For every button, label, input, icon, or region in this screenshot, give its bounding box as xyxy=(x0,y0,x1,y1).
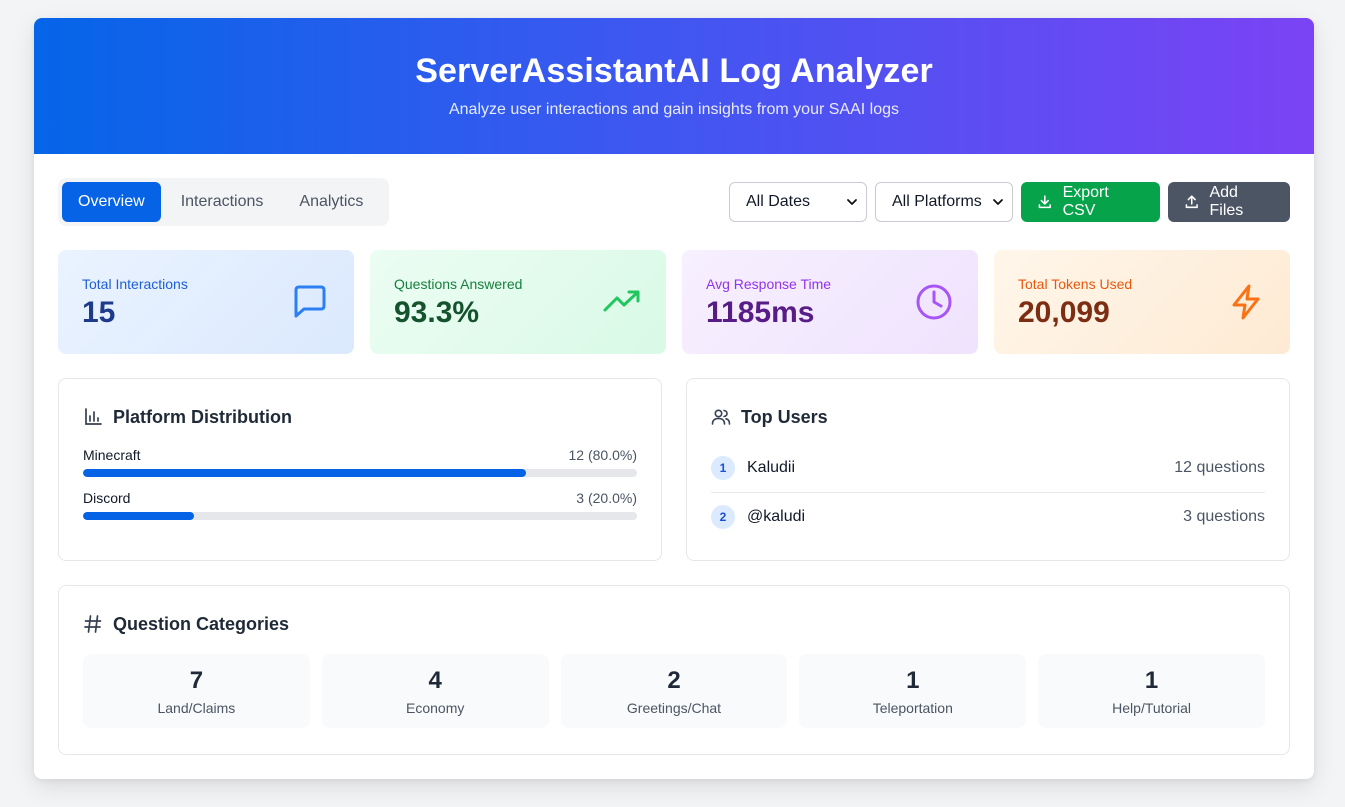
toolbar: Overview Interactions Analytics All Date… xyxy=(58,178,1290,226)
category-count: 1 xyxy=(906,667,920,694)
category-name: Help/Tutorial xyxy=(1112,700,1192,716)
category-card: 7 Land/Claims xyxy=(83,654,310,728)
users-icon xyxy=(711,409,731,425)
message-icon xyxy=(294,285,326,318)
category-card: 1 Teleportation xyxy=(799,654,1027,728)
clock-icon xyxy=(916,284,952,320)
stat-card-total-interactions: Total Interactions 15 xyxy=(58,250,354,354)
tab-analytics[interactable]: Analytics xyxy=(299,193,364,210)
date-filter-value: All Dates xyxy=(746,193,811,210)
bar-chart-icon xyxy=(85,408,102,425)
category-card: 2 Greetings/Chat xyxy=(560,654,788,728)
platform-count: 3 (20.0%) xyxy=(576,490,637,506)
tab-interactions[interactable]: Interactions xyxy=(180,193,264,210)
app-window: ServerAssistantAI Log Analyzer Analyze u… xyxy=(34,18,1314,779)
export-csv-button[interactable]: Export CSV xyxy=(1021,182,1160,222)
platform-distribution-title: Platform Distribution xyxy=(113,406,292,427)
category-name: Economy xyxy=(406,700,465,716)
top-users-panel: Top Users 1 Kaludii 12 questions 2 @kalu… xyxy=(686,378,1290,561)
platform-name: Minecraft xyxy=(83,447,141,463)
platform-distribution-panel: Platform Distribution Minecraft 12 (80.0… xyxy=(58,378,662,561)
list-item: 1 Kaludii 12 questions xyxy=(711,443,1265,492)
progress-bar-fill xyxy=(83,469,527,477)
platform-name: Discord xyxy=(83,490,131,506)
category-count: 2 xyxy=(667,667,681,694)
add-files-label: Add Files xyxy=(1209,184,1244,219)
list-item: 2 @kaludi 3 questions xyxy=(711,492,1265,541)
platform-filter-value: All Platforms xyxy=(892,193,982,210)
stat-card-total-tokens: Total Tokens Used 20,099 xyxy=(994,250,1290,354)
top-users-list: 1 Kaludii 12 questions 2 @kaludi 3 quest… xyxy=(711,443,1265,541)
panel-title: Platform Distribution xyxy=(83,403,637,431)
stat-label: Total Tokens Used xyxy=(1018,276,1133,292)
progress-bar-fill xyxy=(83,512,194,520)
page-title: ServerAssistantAI Log Analyzer xyxy=(415,52,933,90)
stat-value: 20,099 xyxy=(1018,296,1110,329)
distribution-row: Discord 3 (20.0%) xyxy=(83,490,637,520)
header-banner: ServerAssistantAI Log Analyzer Analyze u… xyxy=(34,18,1314,154)
category-name: Land/Claims xyxy=(157,700,236,716)
panels-row: Platform Distribution Minecraft 12 (80.0… xyxy=(58,378,1290,561)
page-subtitle: Analyze user interactions and gain insig… xyxy=(448,101,899,118)
category-card: 4 Economy xyxy=(321,654,549,728)
trending-up-icon xyxy=(603,290,640,312)
toolbar-controls: All Dates All Platforms Export CSV Add F… xyxy=(729,182,1290,222)
user-question-count: 12 questions xyxy=(1174,458,1265,476)
upload-icon xyxy=(1185,195,1198,209)
main-content: Overview Interactions Analytics All Date… xyxy=(34,154,1314,755)
export-csv-label: Export CSV xyxy=(1062,184,1109,219)
chevron-down-icon xyxy=(847,199,857,205)
tab-overview[interactable]: Overview xyxy=(62,182,161,222)
progress-bar xyxy=(83,512,637,520)
lightning-icon xyxy=(1232,284,1260,320)
category-card: 1 Help/Tutorial xyxy=(1038,654,1265,728)
chevron-down-icon xyxy=(993,199,1003,205)
stat-value: 93.3% xyxy=(394,296,480,329)
category-grid: 7 Land/Claims 4 Economy 2 Greetings/Chat… xyxy=(83,654,1265,728)
platform-count: 12 (80.0%) xyxy=(568,447,637,463)
distribution-row: Minecraft 12 (80.0%) xyxy=(83,447,637,477)
stats-row: Total Interactions 15 Questions Answered… xyxy=(58,250,1290,354)
stat-value: 1185ms xyxy=(706,296,815,329)
question-categories-panel: Question Categories 7 Land/Claims 4 Econ… xyxy=(58,585,1290,755)
download-icon xyxy=(1038,195,1051,209)
rank-badge: 1 xyxy=(711,455,735,480)
stat-label: Questions Answered xyxy=(394,276,523,292)
user-name: Kaludii xyxy=(747,458,796,476)
category-name: Teleportation xyxy=(872,700,953,716)
date-filter-select[interactable]: All Dates xyxy=(729,182,867,222)
hash-icon xyxy=(84,615,102,633)
stat-label: Avg Response Time xyxy=(706,276,832,292)
progress-bar xyxy=(83,469,637,477)
category-count: 4 xyxy=(428,667,442,694)
panel-title: Top Users xyxy=(711,403,1265,431)
platform-filter-select[interactable]: All Platforms xyxy=(875,182,1013,222)
stat-label: Total Interactions xyxy=(82,276,188,292)
user-question-count: 3 questions xyxy=(1183,508,1265,525)
category-count: 1 xyxy=(1144,667,1159,694)
rank-badge: 2 xyxy=(711,505,735,529)
add-files-button[interactable]: Add Files xyxy=(1168,182,1290,222)
stat-value: 15 xyxy=(82,296,116,329)
distribution-list: Minecraft 12 (80.0%) Discord 3 (20.0%) xyxy=(83,447,637,520)
panel-title: Question Categories xyxy=(83,610,1265,638)
stat-card-questions-answered: Questions Answered 93.3% xyxy=(370,250,666,354)
category-name: Greetings/Chat xyxy=(626,700,722,716)
user-name: @kaludi xyxy=(747,508,806,525)
tab-bar: Overview Interactions Analytics xyxy=(58,178,389,226)
category-count: 7 xyxy=(189,667,204,694)
top-users-title: Top Users xyxy=(741,406,828,427)
question-categories-title: Question Categories xyxy=(113,613,290,634)
stat-card-avg-response-time: Avg Response Time 1185ms xyxy=(682,250,978,354)
